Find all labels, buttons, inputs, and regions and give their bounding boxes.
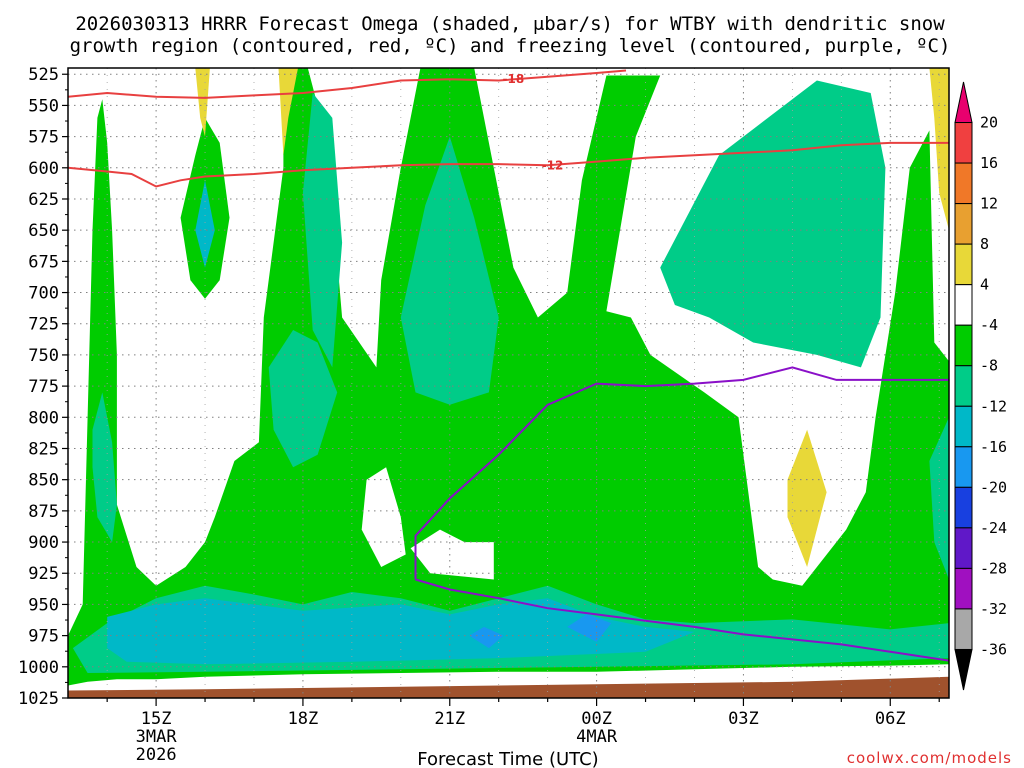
x-tick-label-30: 06Z (875, 709, 906, 729)
dgz-contour-label-1: -18 (503, 72, 525, 86)
omega-region-m16-11 (469, 626, 504, 649)
colorbar-tick-16: 16 (980, 154, 998, 172)
omega-region-4-16 (929, 68, 949, 231)
colorbar-bin-4 (954, 243, 973, 286)
y-tick-label-1000: 1000 (18, 658, 59, 678)
y-tick-label-775: 775 (28, 377, 59, 397)
x-tick-date-24: 4MAR (576, 727, 618, 747)
y-tick-label-575: 575 (28, 128, 59, 148)
colorbar-tick--20: -20 (980, 478, 1007, 496)
colorbar-bin-8 (954, 203, 973, 245)
x-tick-year-15: 2026 (136, 745, 177, 765)
omega-region-m4-0 (68, 68, 949, 686)
y-tick-label-975: 975 (28, 627, 59, 647)
colorbar-tick--12: -12 (980, 397, 1007, 415)
omega-shading (68, 68, 949, 698)
freezing-level-contour (414, 366, 949, 580)
x-tick-label-24: 00Z (581, 709, 612, 729)
colorbar-tick-8: 8 (980, 235, 989, 253)
colorbar-tick--16: -16 (980, 438, 1007, 456)
colorbar-bin-12 (954, 162, 973, 205)
colorbar-bin--24 (954, 486, 973, 529)
omega-weak-region-1 (410, 529, 494, 580)
y-tick-label-700: 700 (28, 284, 59, 304)
contours: -12 -18 (68, 69, 949, 662)
omega-region-m8-5 (400, 136, 499, 405)
omega-region-4-14 (195, 68, 210, 137)
colorbar: 20 16 12 8 4 -4 -8 -12 -16 -20 -24 -28 -32 -36 (954, 81, 1007, 691)
dgz-contour-0 (68, 141, 949, 188)
omega-region-m8-6 (302, 93, 343, 368)
colorbar-tick--36: -36 (980, 640, 1007, 658)
y-tick-label-925: 925 (28, 564, 59, 584)
colorbar-bin--28 (954, 527, 973, 569)
colorbar-bin--16 (954, 405, 973, 448)
omega-region-m8-8 (929, 417, 949, 580)
x-tick-label-18: 18Z (288, 709, 319, 729)
colorbar-tick-20: 20 (980, 114, 998, 132)
y-axis-ticks: 525 550 575 600 625 650 675 700 725 750 775 800 825 8… (18, 65, 68, 709)
colorbar-tick--28: -28 (980, 559, 1007, 577)
colorbar-bin--12 (954, 365, 973, 407)
x-tick-date-15: 3MAR (136, 727, 178, 747)
y-tick-label-600: 600 (28, 159, 59, 179)
colorbar-tick--8: -8 (980, 357, 998, 375)
x-tick-label-21: 21Z (434, 709, 465, 729)
omega-region-m8-3 (92, 392, 117, 543)
y-tick-label-525: 525 (28, 65, 59, 85)
colorbar-bin--20 (954, 446, 973, 488)
colorbar-tick--4: -4 (980, 316, 998, 334)
y-tick-label-875: 875 (28, 502, 59, 522)
dgz-contour-1 (68, 69, 627, 99)
x-axis-label: Forecast Time (UTC) (417, 749, 598, 768)
dgz-contour-label-0: -12 (542, 158, 564, 172)
y-tick-label-900: 900 (28, 533, 59, 553)
y-tick-label-825: 825 (28, 439, 59, 459)
colorbar-tick--32: -32 (980, 600, 1007, 618)
y-tick-label-650: 650 (28, 221, 59, 241)
colorbar-bin--32 (954, 567, 973, 610)
y-tick-label-950: 950 (28, 595, 59, 615)
omega-region-4-15 (278, 68, 298, 156)
colorbar-bin-bottom-arrow (954, 648, 973, 691)
colorbar-bin--36 (954, 608, 973, 650)
terrain (68, 676, 949, 698)
chart-title-line-2: growth region (contoured, red, ºC) and f… (70, 35, 951, 57)
x-tick-label-15: 15Z (141, 709, 172, 729)
colorbar-tick--24: -24 (980, 519, 1007, 537)
y-tick-label-550: 550 (28, 96, 59, 116)
plot-frame (67, 67, 950, 699)
y-tick-label-1025: 1025 (18, 689, 59, 709)
credit-text: coolwx.com/models (847, 749, 1012, 767)
colorbar-bin-top-arrow (954, 81, 973, 124)
colorbar-bin-16 (954, 122, 973, 164)
colorbar-bin--4 (954, 284, 973, 326)
y-tick-label-675: 675 (28, 252, 59, 272)
y-tick-label-625: 625 (28, 190, 59, 210)
y-tick-label-800: 800 (28, 408, 59, 428)
freezing-level-contour-lower (415, 578, 949, 662)
colorbar-bin--8 (954, 324, 973, 367)
omega-region-m16-12 (567, 614, 612, 642)
colorbar-tick-4: 4 (980, 276, 989, 294)
omega-weak-region-0 (361, 467, 406, 567)
colorbar-tick-12: 12 (980, 195, 998, 213)
omega-region-m8-7 (660, 80, 886, 368)
omega-region-m12-10 (195, 180, 215, 268)
y-tick-label-725: 725 (28, 315, 59, 335)
x-tick-label-27: 03Z (728, 709, 759, 729)
y-tick-label-850: 850 (28, 471, 59, 491)
y-tick-label-750: 750 (28, 346, 59, 366)
chart-title-line-1: 2026030313 HRRR Forecast Omega (shaded, … (75, 13, 945, 35)
omega-region-4-13 (787, 429, 827, 567)
